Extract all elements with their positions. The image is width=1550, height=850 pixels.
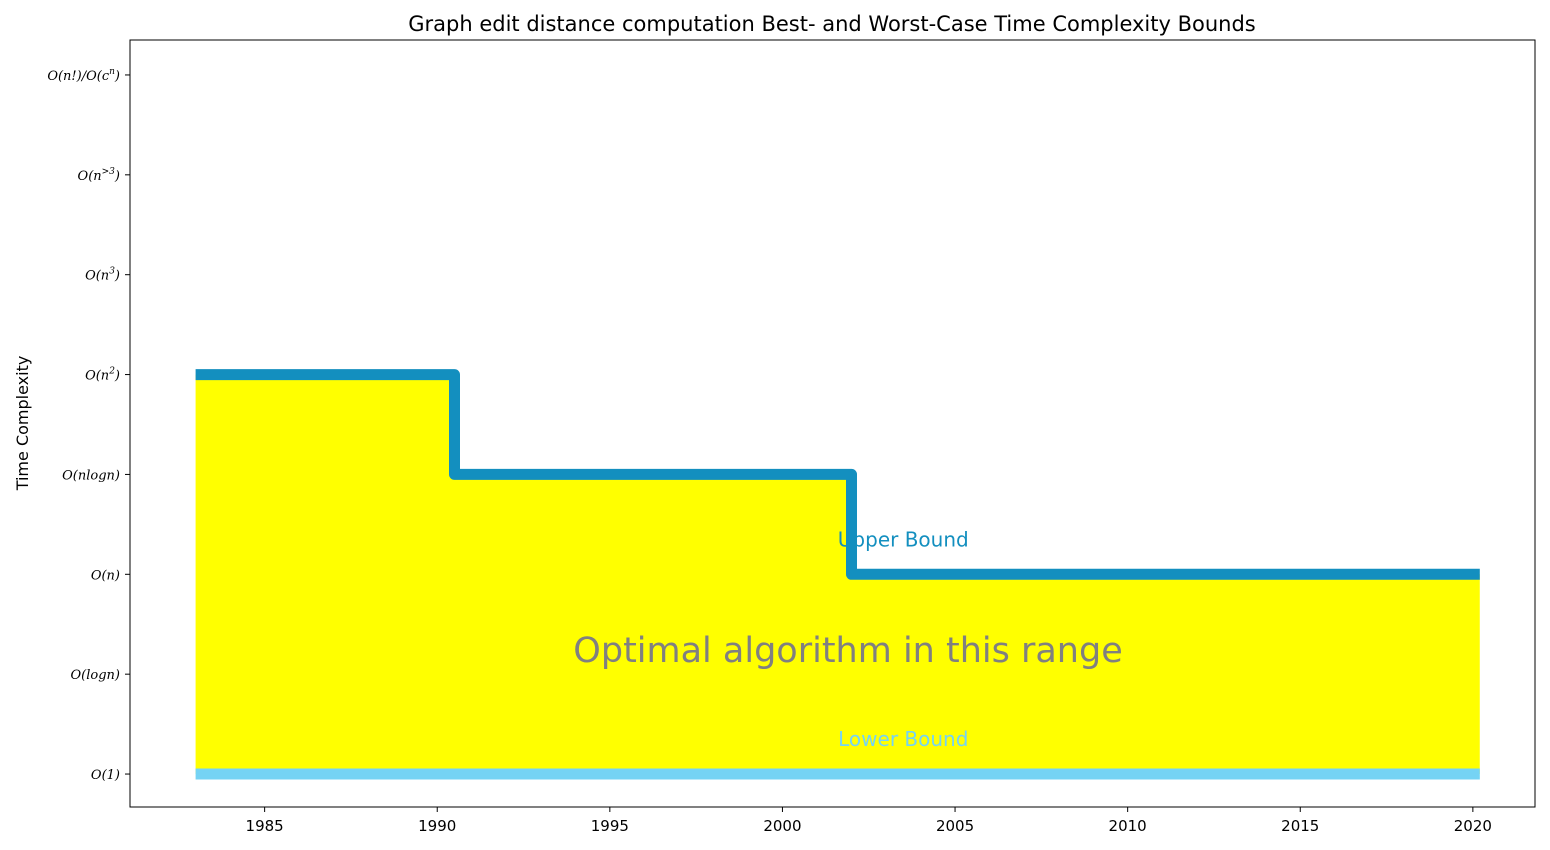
x-tick-label: 1995 [591,817,629,835]
y-tick-label: O(n!)/O(cn) [47,67,120,84]
y-tick-label: O(logn) [71,668,120,683]
annotation-range: Optimal algorithm in this range [573,631,1122,671]
annotation-layer: Upper Bound Lower Bound Optimal algorithm … [573,527,1122,751]
x-tick-label: 1990 [418,817,456,835]
chart-title: Graph edit distance computation Best- an… [408,12,1256,36]
x-axis: 1985 1990 1995 2000 2005 2010 2015 2020 [246,807,1492,835]
y-tick-label: O(1) [91,768,120,783]
x-tick-label: 2020 [1454,817,1492,835]
x-tick-label: 2010 [1109,817,1147,835]
x-tick-label: 2000 [763,817,801,835]
x-tick-label: 2005 [936,817,974,835]
y-tick-label: O(n>3) [78,167,120,184]
y-axis: O(1) O(logn) O(n) O(nlogn) O(n2) O(n3) O(n>3) O… [47,67,130,783]
y-tick-label: O(n2) [85,367,120,384]
y-tick-label: O(n3) [85,267,120,284]
plot-area: Upper Bound Lower Bound Optimal algorithm … [129,39,1536,808]
series-layer [195,369,1480,780]
annotation-lower: Lower Bound [838,727,968,751]
x-tick-label: 1985 [246,817,284,835]
y-tick-label: O(n) [91,568,120,583]
plot-frame [129,39,1536,808]
x-tick-label: 2015 [1281,817,1319,835]
y-axis-label: Time Complexity [13,356,32,492]
y-tick-label: O(nlogn) [62,468,120,483]
annotation-upper: Upper Bound [838,527,969,551]
series-line-upper-bound [195,369,1480,580]
